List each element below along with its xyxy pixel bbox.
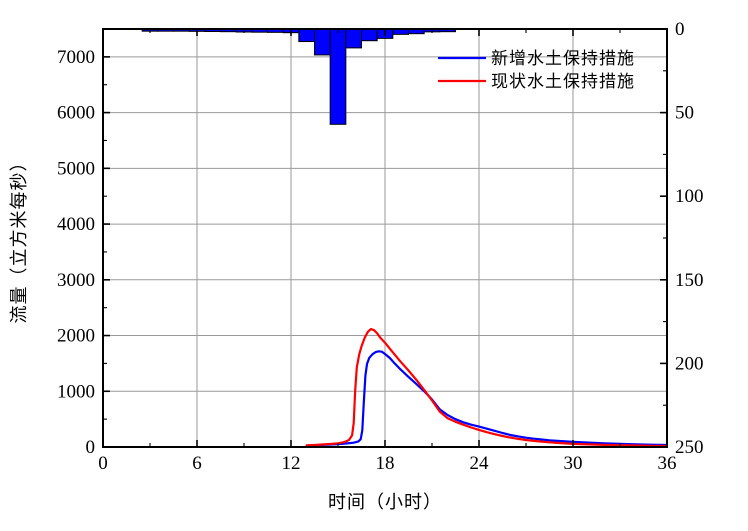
right-tick-label: 150 [675, 270, 704, 291]
x-tick-label: 24 [470, 453, 490, 474]
rainfall-bar [345, 28, 363, 49]
legend: 新增水土保持措施 现状水土保持措施 [438, 49, 635, 91]
axis-ticks [102, 28, 668, 448]
rainfall-bars-series [141, 28, 457, 125]
left-tick-label: 3000 [57, 270, 95, 291]
left-axis-tick-labels: 0 1000 2000 3000 4000 5000 6000 7000 [57, 47, 95, 458]
hydrograph-curve [305, 327, 669, 448]
rainfall-bar [329, 28, 347, 125]
right-tick-label: 100 [675, 186, 704, 207]
x-axis-tick-labels: 0 6 12 18 24 30 36 [98, 453, 676, 474]
rainfall-bar [361, 28, 378, 42]
x-tick-label: 36 [658, 453, 677, 474]
hydrograph-curves [305, 327, 669, 448]
x-tick-label: 12 [282, 453, 301, 474]
x-tick-label: 30 [564, 453, 583, 474]
grid-lines [103, 29, 667, 447]
y-axis-title: 流量（立方米每秒） [9, 153, 29, 324]
legend-label-current-measures: 现状水土保持措施 [491, 72, 635, 91]
legend-label-new-measures: 新增水土保持措施 [491, 49, 635, 68]
left-tick-label: 5000 [57, 158, 95, 179]
x-axis-title: 时间（小时） [328, 492, 442, 512]
left-tick-label: 1000 [57, 381, 95, 402]
rainfall-bar [298, 28, 316, 43]
left-tick-label: 7000 [57, 47, 95, 68]
x-tick-label: 0 [98, 453, 108, 474]
right-tick-label: 0 [675, 19, 685, 40]
x-tick-label: 18 [376, 453, 395, 474]
x-tick-label: 6 [192, 453, 202, 474]
right-tick-label: 50 [675, 103, 694, 124]
right-axis-tick-labels: 0 50 100 150 200 250 [675, 19, 704, 458]
right-tick-label: 200 [675, 353, 704, 374]
left-tick-label: 2000 [57, 326, 95, 347]
left-tick-label: 4000 [57, 214, 95, 235]
right-tick-label: 250 [675, 437, 704, 458]
rainfall-bar [314, 28, 331, 56]
left-tick-label: 0 [86, 437, 96, 458]
left-tick-label: 6000 [57, 103, 95, 124]
